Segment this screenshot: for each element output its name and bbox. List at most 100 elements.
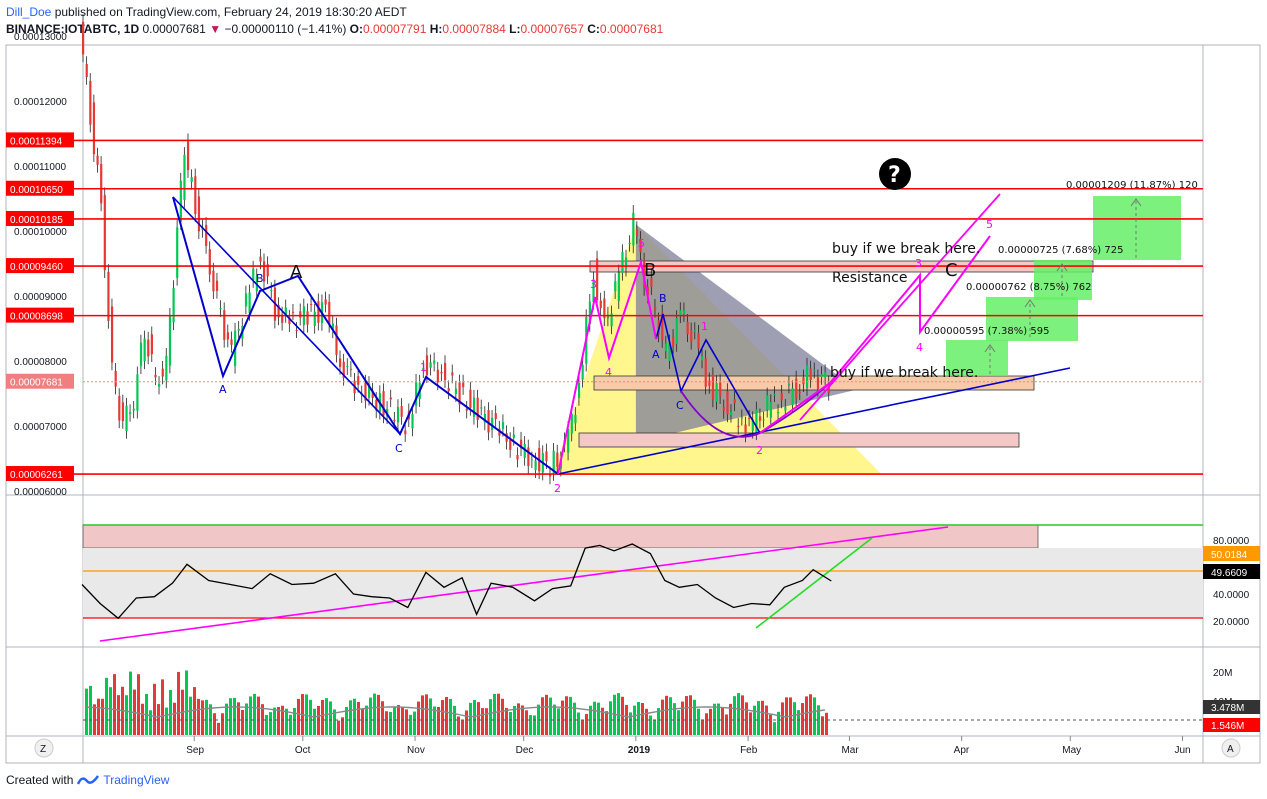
candle-body	[617, 272, 620, 302]
buy-upper-label: buy if we break here.	[832, 241, 980, 257]
volume-bar	[777, 711, 780, 735]
candle-body	[165, 355, 168, 381]
volume-bar	[353, 698, 356, 735]
volume-bar	[161, 679, 164, 735]
subwave-b-label: B	[659, 292, 667, 305]
published-text: published on TradingView.com, February 2…	[54, 5, 407, 19]
volume-bar	[101, 698, 104, 735]
candle-body	[635, 229, 639, 237]
open-value: 0.00007791	[363, 22, 427, 36]
close-value: 0.00007681	[599, 22, 664, 36]
candle-body	[614, 281, 617, 292]
candle-body	[733, 399, 736, 404]
candle-body	[599, 300, 602, 309]
volume-bar	[97, 698, 100, 735]
volume-bar	[497, 693, 500, 735]
target-label-4: 0.00001209 (11.87%) 120	[1066, 180, 1198, 191]
down-arrow-icon: ▼	[209, 22, 222, 36]
candle-body	[661, 312, 664, 341]
volume-bar	[537, 704, 540, 735]
volume-bar	[325, 698, 328, 735]
candle-body	[404, 430, 407, 435]
volume-bar	[557, 708, 560, 735]
rsi-value-a: 50.0184	[1211, 550, 1248, 561]
volume-bar	[745, 702, 748, 735]
volume-bar	[645, 708, 648, 735]
time-tick-label: Apr	[954, 745, 970, 756]
volume-bar	[357, 702, 360, 735]
subwave-1-label: 1	[701, 320, 708, 333]
volume-bar	[321, 699, 324, 735]
candle-body	[310, 304, 313, 306]
candle-body	[349, 368, 353, 370]
volume-bar	[225, 703, 228, 735]
subwave-a-label: A	[652, 348, 660, 361]
volume-bar	[797, 710, 800, 735]
candle-body	[357, 376, 360, 385]
close-label: C:	[587, 22, 600, 36]
auto-scale-button[interactable]	[1221, 738, 1241, 758]
candle-body	[704, 358, 707, 387]
volume-bar	[289, 714, 292, 735]
volume-bar	[261, 704, 264, 735]
volume-bar	[213, 713, 216, 735]
candle-body	[527, 447, 530, 467]
volume-bar	[141, 703, 144, 735]
candle-body	[389, 397, 392, 400]
volume-value-a: 3.478M	[1211, 703, 1244, 714]
wave-c-label: C	[395, 442, 403, 455]
candle-body	[375, 399, 378, 411]
volume-bar	[509, 711, 512, 735]
candle-body	[96, 155, 99, 165]
candle-body	[603, 298, 606, 319]
zoom-toggle-button[interactable]	[34, 738, 54, 758]
last-price-label: 0.00007681	[10, 378, 63, 389]
candle-body	[491, 417, 494, 431]
volume-bar	[625, 704, 628, 735]
tradingview-brand[interactable]: TradingView	[103, 773, 170, 787]
volume-bar	[805, 696, 808, 735]
volume-bar	[293, 708, 296, 735]
chart-header: Dill_Doe published on TradingView.com, F…	[6, 4, 663, 38]
volume-bar	[729, 703, 732, 735]
candle-body	[592, 279, 595, 303]
candle-body	[132, 408, 135, 411]
volume-bar	[313, 708, 316, 735]
volume-bar	[429, 698, 432, 735]
volume-bar	[589, 705, 592, 735]
price-chart[interactable]: 0.000140000.000130000.000120000.00011000…	[0, 0, 1267, 770]
rsi-value-badge-b	[1203, 564, 1260, 579]
author-name[interactable]: Dill_Doe	[6, 5, 52, 19]
buy-lower-label: buy if we break here.	[830, 365, 978, 381]
candle-body	[610, 313, 613, 327]
volume-bar	[389, 711, 392, 735]
candle-body	[798, 391, 801, 393]
volume-bar	[713, 703, 716, 735]
volume-bar	[653, 719, 656, 735]
volume-bar	[565, 696, 568, 735]
candle-body	[574, 414, 577, 424]
volume-bar	[761, 700, 764, 735]
candle-body	[230, 339, 233, 345]
subwave-c-label: C	[676, 399, 684, 412]
volume-bar	[117, 695, 120, 735]
candle-body	[92, 102, 96, 155]
candle-body	[480, 407, 483, 409]
volume-bar	[89, 685, 92, 735]
volume-bar	[401, 707, 404, 735]
candle-body	[501, 422, 505, 429]
label-b: B	[644, 260, 656, 281]
volume-bar	[217, 722, 220, 735]
target-label-2: 0.00000762 (8.75%) 762	[966, 282, 1091, 293]
volume-bar	[449, 698, 452, 735]
volume-bar	[169, 689, 172, 735]
volume-bar	[541, 697, 544, 735]
volume-bar	[229, 698, 232, 735]
volume-bar	[137, 674, 140, 735]
candle-body	[451, 372, 454, 376]
candle-body	[346, 366, 349, 368]
candle-body	[147, 339, 150, 357]
volume-bar	[241, 709, 244, 735]
candle-body	[85, 64, 88, 78]
volume-bar	[545, 694, 548, 735]
